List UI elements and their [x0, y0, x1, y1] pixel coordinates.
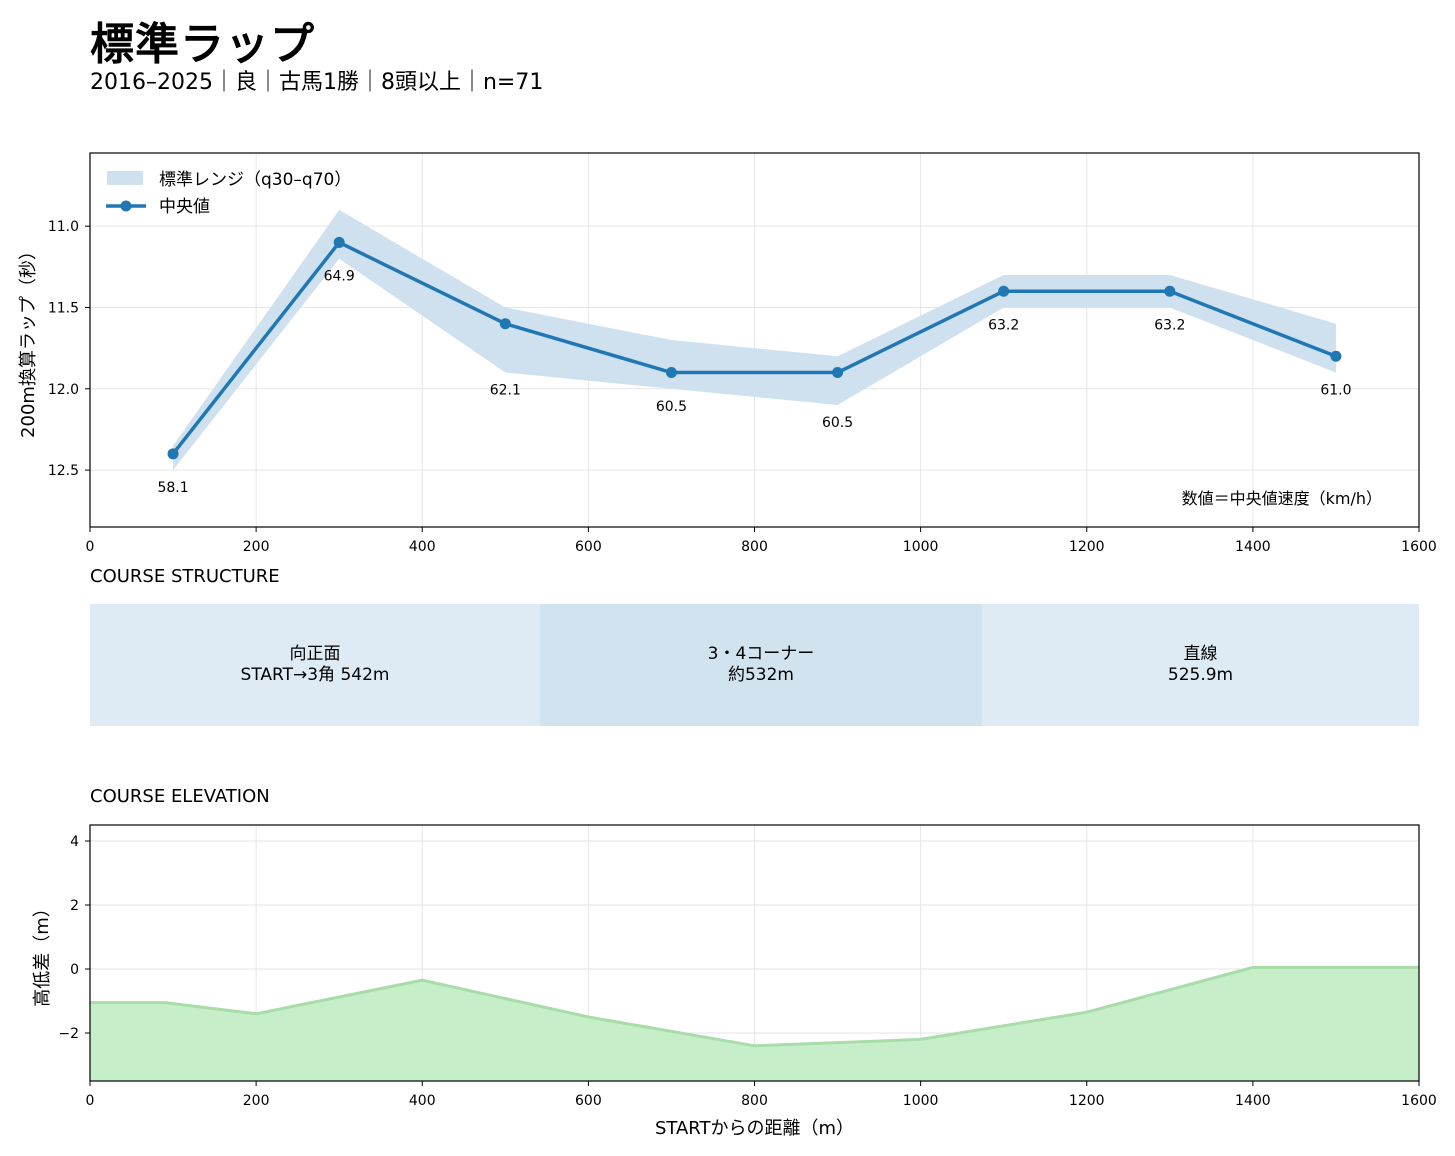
median-point [499, 318, 511, 330]
median-point [998, 285, 1010, 297]
x-tick-label: 400 [409, 1093, 436, 1109]
x-tick-label: 1400 [1235, 539, 1271, 555]
speed-label: 60.5 [822, 415, 853, 431]
x-tick-label: 600 [575, 539, 602, 555]
x-axis-label: STARTからの距離（m） [655, 1118, 854, 1139]
x-tick-label: 1000 [903, 539, 939, 555]
segment-detail: START→3角 542m [240, 665, 390, 685]
x-tick-label: 1200 [1069, 1093, 1105, 1109]
y-tick-label: 12.0 [48, 382, 79, 398]
median-point [1330, 350, 1342, 362]
elevation-line [90, 965, 1419, 1048]
x-tick-label: 1200 [1069, 539, 1105, 555]
speed-label: 63.2 [988, 317, 1019, 333]
legend-band-swatch [107, 171, 143, 185]
x-tick-label: 0 [86, 1093, 95, 1109]
speed-note: 数値＝中央値速度（km/h） [1182, 489, 1382, 508]
segment-title: 向正面 [289, 644, 341, 664]
segment-detail: 525.9m [1167, 665, 1234, 685]
y-tick-label: 12.5 [48, 463, 79, 479]
page-title: 標準ラップ [90, 19, 315, 70]
x-tick-label: 1000 [903, 1093, 939, 1109]
y-tick-label: 11.5 [48, 300, 79, 316]
course-elevation-label: COURSE ELEVATION [90, 786, 270, 807]
speed-label: 64.9 [324, 269, 355, 285]
speed-label: 60.5 [656, 399, 687, 415]
page-subtitle: 2016–2025｜良｜古馬1勝｜8頭以上｜n=71 [90, 70, 544, 95]
y-tick-label: 0 [70, 962, 79, 978]
x-tick-label: 600 [575, 1093, 602, 1109]
median-point [665, 367, 677, 379]
y-axis-label: 200m換算ラップ（秒） [18, 242, 39, 438]
x-tick-label: 1600 [1401, 539, 1437, 555]
legend-line-marker [120, 200, 132, 212]
x-tick-label: 800 [741, 1093, 768, 1109]
x-tick-label: 1600 [1401, 1093, 1437, 1109]
range-band [173, 209, 1336, 471]
x-tick-label: 200 [243, 539, 270, 555]
segment-title: 3・4コーナー [707, 644, 815, 664]
y-tick-label: 4 [70, 834, 79, 850]
plot-frame [89, 824, 1420, 1082]
x-tick-label: 1400 [1235, 1093, 1271, 1109]
speed-label: 62.1 [490, 383, 521, 399]
course-structure-label: COURSE STRUCTURE [90, 566, 280, 587]
median-line [171, 240, 1337, 455]
plot-frame [89, 152, 1420, 528]
speed-label: 61.0 [1320, 383, 1351, 399]
median-point [333, 236, 345, 248]
elevation-area [90, 967, 1419, 1081]
x-tick-label: 200 [243, 1093, 270, 1109]
structure-segment-homestretch: 直線 525.9m [982, 604, 1419, 726]
x-tick-label: 0 [86, 539, 95, 555]
lap-chart: 0 200 400 600 800 1000 1200 1400 1600 11.0 11.5 12.… [18, 152, 1437, 555]
speed-label: 58.1 [157, 480, 188, 496]
median-point [1164, 285, 1176, 297]
median-point [167, 448, 179, 460]
structure-segment-corners: 3・4コーナー 約532m [540, 604, 982, 726]
x-tick-label: 800 [741, 539, 768, 555]
legend-band-label: 標準レンジ（q30–q70） [159, 170, 351, 190]
y-tick-label: 11.0 [48, 219, 79, 235]
x-tick-label: 400 [409, 539, 436, 555]
course-structure-bar: 向正面 START→3角 542m 3・4コーナー 約532m 直線 525.9… [90, 604, 1419, 726]
y-axis-label: 高低差（m） [32, 899, 53, 1007]
legend-line-label: 中央値 [159, 197, 210, 217]
segment-title: 直線 [1183, 644, 1218, 664]
speed-label: 63.2 [1154, 317, 1185, 333]
segment-detail: 約532m [727, 665, 794, 685]
median-point [832, 367, 844, 379]
structure-segment-backstretch: 向正面 START→3角 542m [90, 604, 540, 726]
y-tick-label: −2 [58, 1026, 79, 1042]
y-tick-label: 2 [70, 898, 79, 914]
